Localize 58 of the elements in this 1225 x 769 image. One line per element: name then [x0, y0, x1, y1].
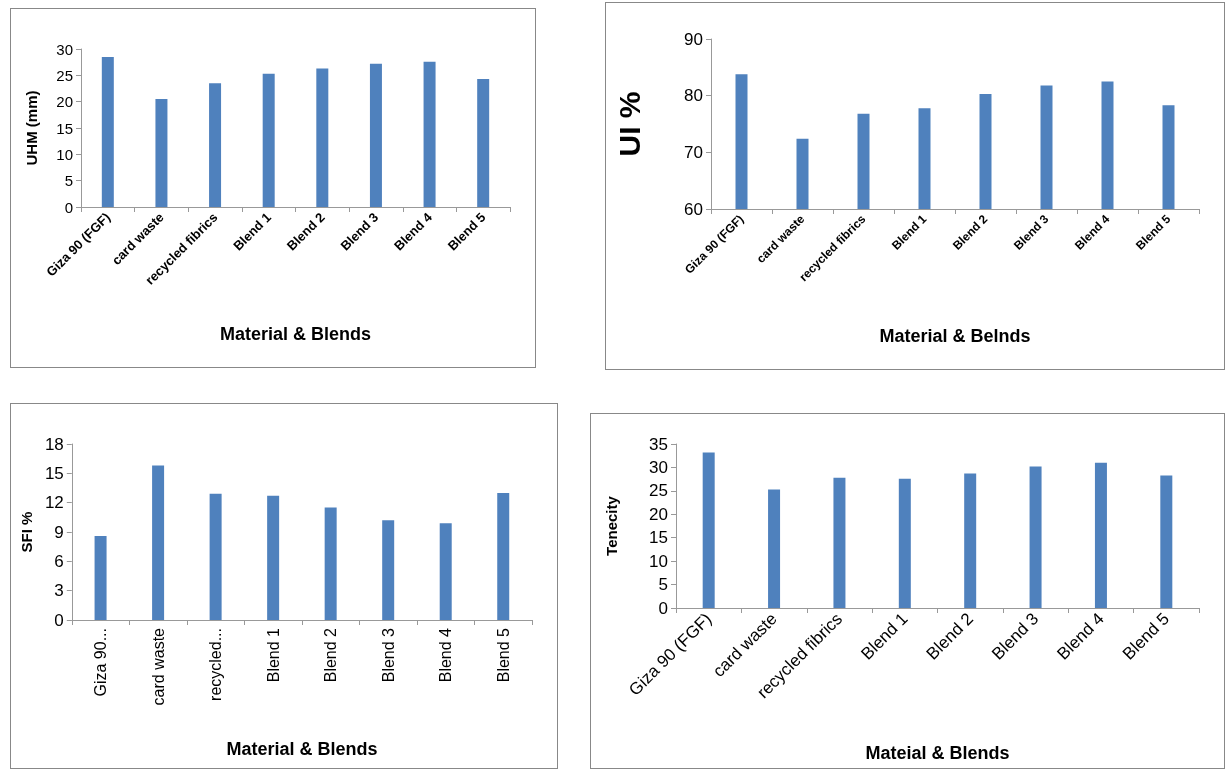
y-tick-label: 30 [56, 40, 73, 58]
y-tick-label: 20 [56, 93, 73, 111]
y-tick-label: 10 [56, 145, 73, 163]
bar [267, 495, 280, 620]
y-tick-label: 10 [649, 551, 668, 571]
y-tick-label: 0 [54, 610, 64, 630]
y-tick-label: 9 [54, 522, 64, 542]
bar [382, 520, 395, 620]
y-tick-label: 80 [684, 86, 703, 106]
x-tick-label: Blend 5 [494, 627, 512, 683]
x-tick-label: card waste [149, 627, 167, 706]
x-tick-label: recycled... [207, 628, 225, 701]
y-tick-label: 0 [64, 198, 73, 216]
bar [898, 478, 911, 608]
x-axis-title: Material & Belnds [879, 326, 1031, 346]
y-tick-label: 60 [684, 199, 703, 219]
bar [497, 492, 510, 620]
bar [209, 493, 222, 620]
y-tick-label: 15 [44, 463, 64, 483]
x-tick-label: Blend 2 [322, 627, 340, 683]
y-tick-label: 18 [44, 434, 64, 454]
y-tick-label: 25 [56, 66, 73, 84]
bar [833, 477, 846, 608]
bar [94, 535, 107, 620]
bar [1094, 462, 1107, 608]
x-tick-label: Blend 3 [379, 627, 397, 683]
x-tick-label: Blend 1 [264, 627, 282, 683]
y-tick-label: 15 [56, 119, 73, 137]
x-tick-label: Blend 4 [437, 627, 455, 683]
y-axis-title: Tenecity [603, 495, 620, 556]
bar [702, 452, 715, 608]
y-tick-label: 90 [684, 29, 703, 49]
y-tick-label: 25 [649, 481, 668, 501]
y-axis-title: UHM (mm) [23, 90, 40, 166]
bar [964, 473, 977, 608]
y-tick-label: 30 [649, 457, 668, 477]
y-tick-label: 5 [658, 575, 668, 595]
y-tick-label: 6 [54, 551, 64, 571]
y-axis-title: SFI % [18, 511, 35, 553]
y-tick-label: 35 [649, 434, 668, 454]
bar [768, 489, 781, 608]
y-tick-label: 70 [684, 142, 703, 162]
bar [439, 523, 452, 620]
y-tick-label: 0 [658, 598, 668, 618]
y-tick-label: 12 [44, 493, 64, 513]
bar [324, 507, 337, 620]
bar [1029, 466, 1042, 608]
x-axis-title: Material & Blends [226, 739, 378, 759]
x-axis-title: Material & Blends [219, 324, 372, 344]
y-tick-label: 15 [649, 528, 668, 548]
y-tick-label: 3 [54, 581, 64, 601]
y-axis-title: UI % [612, 91, 646, 157]
bar [152, 465, 165, 620]
y-tick-label: 20 [649, 504, 668, 524]
y-tick-label: 5 [64, 172, 73, 190]
bar [1160, 475, 1173, 608]
x-tick-label: Giza 90... [92, 628, 110, 697]
x-axis-title: Mateial & Blends [865, 743, 1010, 763]
